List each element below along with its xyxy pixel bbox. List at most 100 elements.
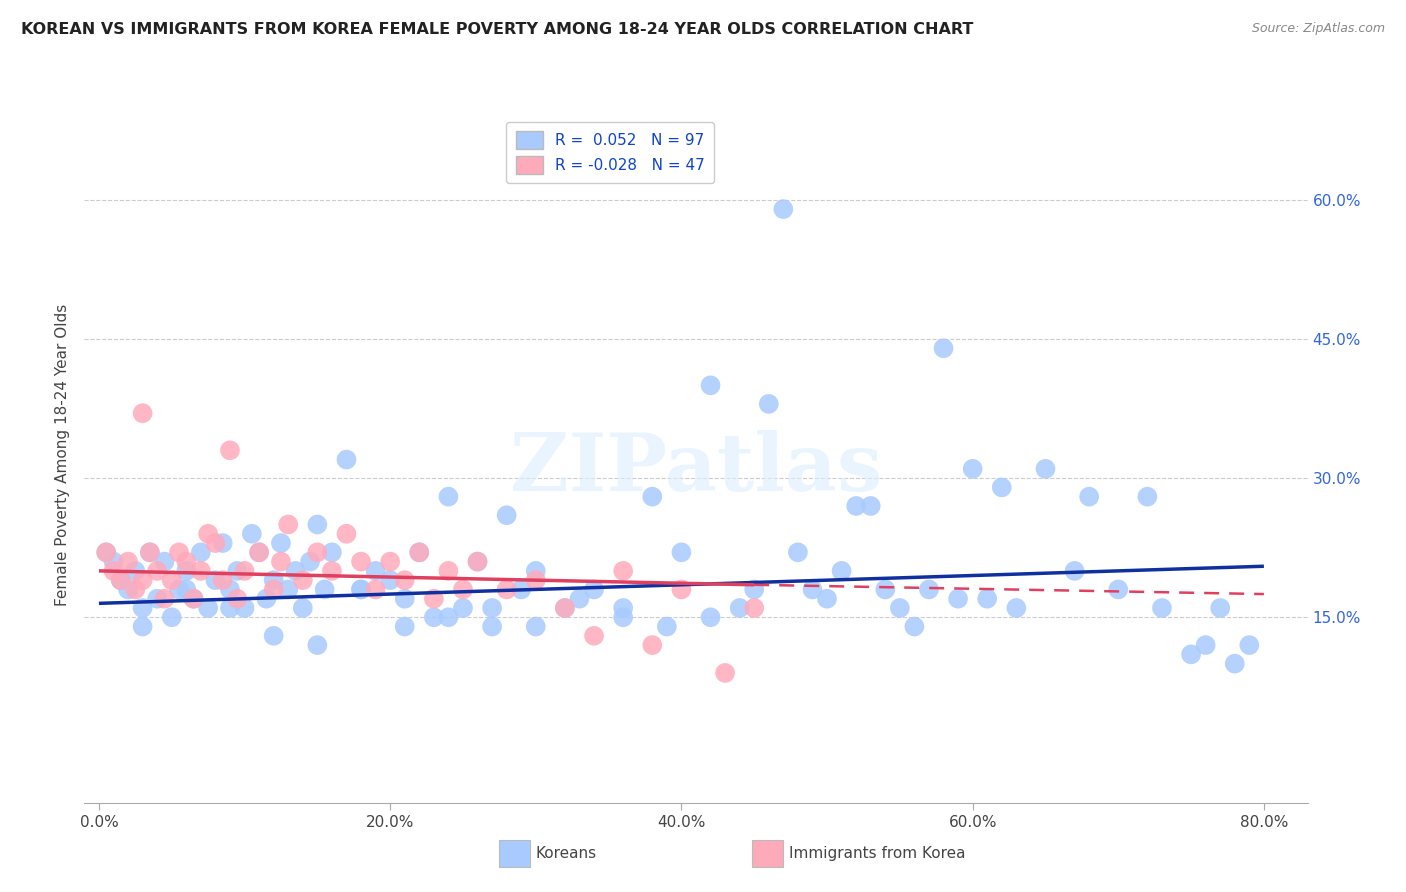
Point <box>204 573 226 587</box>
Y-axis label: Female Poverty Among 18-24 Year Olds: Female Poverty Among 18-24 Year Olds <box>55 304 70 606</box>
Point <box>451 601 474 615</box>
Point <box>728 601 751 615</box>
Point <box>932 341 955 355</box>
Point <box>131 601 153 615</box>
Point <box>247 545 270 559</box>
Point <box>671 545 693 559</box>
Point <box>350 555 373 569</box>
Point <box>831 564 853 578</box>
Point <box>845 499 868 513</box>
Point <box>263 629 285 643</box>
Point <box>772 202 794 216</box>
Point <box>495 582 517 597</box>
Point <box>394 573 416 587</box>
Point <box>174 582 197 597</box>
Point <box>131 406 153 420</box>
Point <box>1107 582 1129 597</box>
Point <box>699 610 721 624</box>
Point <box>219 443 242 458</box>
Point <box>307 517 329 532</box>
Point <box>153 555 176 569</box>
Point <box>612 601 634 615</box>
Point <box>226 591 249 606</box>
Point <box>582 582 605 597</box>
Point <box>378 555 402 569</box>
Point <box>160 610 183 624</box>
Point <box>1035 462 1057 476</box>
Point <box>263 573 285 587</box>
Point <box>962 462 984 476</box>
Legend: R =  0.052   N = 97, R = -0.028   N = 47: R = 0.052 N = 97, R = -0.028 N = 47 <box>506 121 714 184</box>
Point <box>394 619 416 633</box>
Point <box>437 610 460 624</box>
Point <box>197 526 219 541</box>
Point <box>612 610 634 624</box>
Point <box>1223 657 1246 671</box>
Point <box>1063 564 1085 578</box>
Point <box>946 591 969 606</box>
Point <box>211 573 233 587</box>
Point <box>1078 490 1101 504</box>
Point <box>714 665 737 680</box>
Point <box>167 545 190 559</box>
Point <box>364 582 387 597</box>
Point <box>247 545 270 559</box>
Point <box>153 591 176 606</box>
Point <box>364 564 387 578</box>
Point <box>124 564 146 578</box>
Point <box>335 452 357 467</box>
Point <box>270 536 292 550</box>
Point <box>139 545 162 559</box>
Point <box>131 619 153 633</box>
Point <box>437 564 460 578</box>
Point <box>131 573 153 587</box>
Point <box>423 591 446 606</box>
Point <box>671 582 693 597</box>
Point <box>96 545 118 559</box>
Point <box>314 582 336 597</box>
Point <box>875 582 897 597</box>
Point <box>167 582 190 597</box>
Point <box>641 638 664 652</box>
Point <box>467 555 489 569</box>
Point <box>437 490 460 504</box>
Point <box>190 564 212 578</box>
Point <box>510 582 533 597</box>
Point <box>219 601 242 615</box>
Point <box>1209 601 1232 615</box>
Point <box>889 601 911 615</box>
Point <box>451 582 474 597</box>
Point <box>103 555 125 569</box>
Point <box>270 555 292 569</box>
Point <box>408 545 430 559</box>
Point <box>495 508 517 523</box>
Point <box>918 582 941 597</box>
Point <box>394 591 416 606</box>
Text: Immigrants from Korea: Immigrants from Korea <box>789 847 966 861</box>
Point <box>174 555 197 569</box>
Point <box>524 573 547 587</box>
Point <box>103 564 125 578</box>
Point <box>190 545 212 559</box>
Point <box>219 582 242 597</box>
Point <box>699 378 721 392</box>
Point <box>277 582 299 597</box>
Point <box>758 397 780 411</box>
Point <box>481 619 503 633</box>
Point <box>467 555 489 569</box>
Point <box>174 564 197 578</box>
Point <box>226 564 249 578</box>
Point <box>124 582 146 597</box>
Point <box>903 619 925 633</box>
Point <box>655 619 678 633</box>
Point <box>110 573 132 587</box>
Point <box>160 573 183 587</box>
Point <box>742 582 765 597</box>
Text: ZIPatlas: ZIPatlas <box>510 430 882 508</box>
Point <box>742 601 765 615</box>
Point <box>233 564 256 578</box>
Point <box>1150 601 1173 615</box>
Point <box>146 564 169 578</box>
Point <box>378 573 402 587</box>
Point <box>524 619 547 633</box>
